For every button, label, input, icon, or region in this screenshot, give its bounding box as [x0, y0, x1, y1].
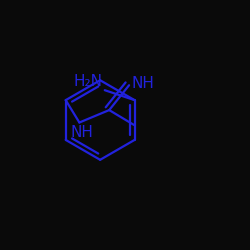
Text: NH: NH: [132, 76, 154, 92]
Text: H₂N: H₂N: [73, 74, 102, 89]
Text: NH: NH: [70, 125, 93, 140]
